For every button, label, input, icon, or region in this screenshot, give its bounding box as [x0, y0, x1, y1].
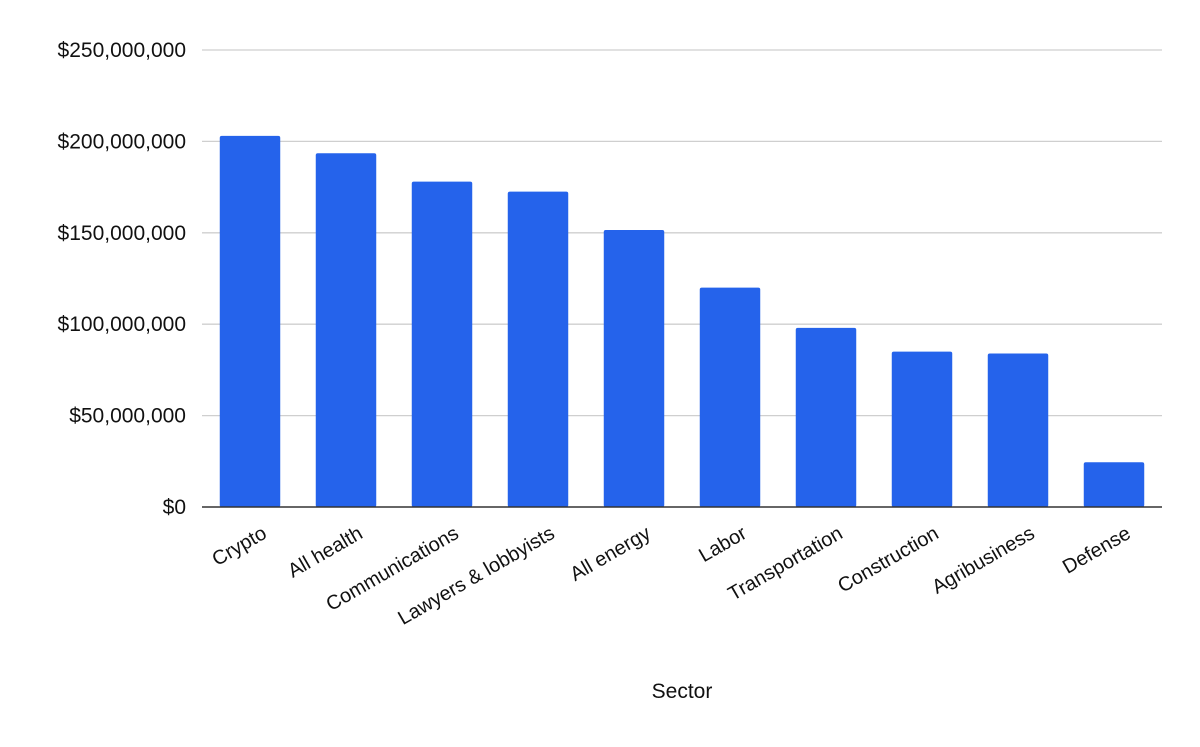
bar	[699, 287, 761, 507]
bar	[1083, 462, 1145, 507]
x-tick-label: Lawyers & lobbyists	[394, 522, 558, 629]
x-tick-label: Defense	[1059, 522, 1135, 578]
y-tick-label: $0	[163, 496, 186, 519]
bar	[603, 230, 665, 508]
x-tick-label: Agribusiness	[928, 522, 1038, 598]
y-tick-label: $100,000,000	[58, 313, 186, 336]
bar	[507, 191, 569, 508]
bar	[411, 181, 473, 507]
x-tick-label: All energy	[566, 522, 654, 586]
x-tick-label: Construction	[834, 522, 942, 597]
x-axis-title: Sector	[652, 680, 713, 703]
bar	[219, 135, 281, 507]
bars	[219, 135, 1145, 508]
y-tick-label: $50,000,000	[69, 405, 186, 428]
x-tick-label: Labor	[695, 522, 751, 567]
x-tick-label: Crypto	[208, 522, 270, 571]
bar	[795, 327, 857, 507]
bar	[315, 153, 377, 508]
x-tick-label: All health	[284, 522, 366, 582]
y-tick-label: $200,000,000	[58, 130, 186, 153]
bar	[891, 351, 953, 507]
bar	[987, 353, 1049, 507]
y-axis-tick-labels: $0 $50,000,000 $100,000,000 $150,000,000 $20…	[58, 39, 186, 519]
y-tick-label: $250,000,000	[58, 39, 186, 62]
y-tick-label: $150,000,000	[58, 222, 186, 245]
